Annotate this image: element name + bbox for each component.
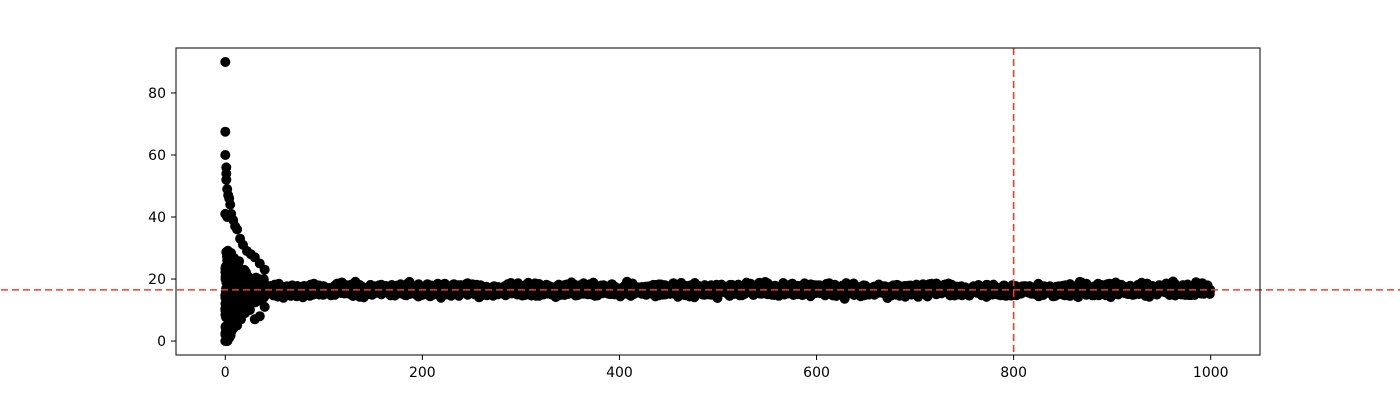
- reference-lines: [1, 48, 1400, 355]
- x-tick-label: 800: [1000, 365, 1027, 381]
- y-tick-label: 40: [148, 210, 166, 226]
- data-point: [244, 305, 255, 315]
- data-point: [225, 269, 236, 280]
- y-axis-ticks: 0 20 40 60 80: [148, 86, 176, 350]
- data-point: [232, 260, 242, 271]
- x-tick-label: 1000: [1193, 365, 1229, 381]
- data-point: [1070, 281, 1081, 292]
- data-point: [1135, 281, 1146, 292]
- y-tick-label: 0: [157, 334, 166, 350]
- data-point: [259, 301, 270, 312]
- data-point: [703, 283, 714, 294]
- data-point: [220, 57, 231, 67]
- data-point: [991, 286, 1002, 297]
- data-point: [221, 174, 232, 185]
- data-point: [268, 289, 279, 300]
- data-point: [240, 276, 251, 287]
- data-point: [872, 284, 883, 295]
- data-point: [500, 290, 511, 301]
- data-point: [971, 284, 982, 295]
- data-point: [303, 283, 314, 294]
- x-axis-ticks: 0 200 400 600 800 1000: [221, 355, 1229, 381]
- data-point: [527, 286, 538, 297]
- data-point: [254, 311, 265, 322]
- data-point: [516, 282, 527, 293]
- data-point: [241, 267, 251, 278]
- data-point: [1062, 283, 1072, 294]
- data-point: [244, 296, 255, 307]
- data-point: [232, 224, 243, 235]
- y-tick-label: 80: [148, 86, 166, 102]
- data-point: [570, 281, 581, 292]
- data-point: [1104, 286, 1114, 297]
- data-point: [327, 286, 338, 297]
- data-point: [474, 292, 485, 303]
- data-point: [1018, 283, 1029, 294]
- data-point: [390, 287, 401, 298]
- data-point: [712, 293, 723, 303]
- plot-frame: [175, 47, 1261, 356]
- data-point: [1081, 278, 1092, 289]
- data-point: [748, 283, 758, 294]
- data-point: [220, 291, 231, 302]
- data-point: [930, 283, 941, 294]
- y-tick-label: 60: [148, 148, 166, 164]
- data-point: [651, 282, 662, 293]
- x-tick-label: 200: [409, 365, 436, 381]
- data-point: [416, 288, 427, 299]
- data-point: [259, 264, 270, 275]
- data-point: [229, 253, 240, 263]
- data-point: [815, 285, 826, 296]
- data-point: [546, 286, 557, 297]
- data-point: [733, 279, 744, 290]
- data-point: [231, 300, 242, 311]
- data-point: [852, 285, 863, 296]
- data-point: [284, 287, 295, 298]
- data-point: [826, 281, 837, 292]
- x-tick-label: 600: [803, 365, 830, 381]
- data-point: [220, 150, 231, 160]
- data-point: [220, 126, 231, 137]
- data-point: [734, 289, 745, 300]
- data-point: [229, 289, 240, 300]
- data-point: [1081, 289, 1092, 300]
- x-tick-label: 0: [221, 365, 230, 381]
- data-points: [220, 57, 1216, 346]
- data-point: [1092, 283, 1103, 294]
- data-point: [1053, 287, 1063, 298]
- data-point: [459, 286, 470, 297]
- y-tick-label: 20: [148, 272, 166, 288]
- data-point: [631, 286, 642, 297]
- data-point: [608, 281, 619, 291]
- data-point: [225, 199, 236, 210]
- data-point: [716, 279, 727, 290]
- data-point: [254, 274, 265, 285]
- data-point: [334, 278, 345, 289]
- data-point: [618, 288, 629, 299]
- data-point: [954, 285, 965, 296]
- data-point: [773, 284, 784, 295]
- data-point: [373, 280, 384, 291]
- data-point: [762, 289, 773, 300]
- data-point: [897, 286, 908, 297]
- x-tick-label: 400: [606, 365, 633, 381]
- data-point: [1128, 286, 1139, 297]
- data-point: [554, 288, 565, 299]
- data-point: [1155, 281, 1165, 292]
- data-point: [1144, 291, 1155, 302]
- data-point: [684, 287, 695, 298]
- data-point: [338, 286, 348, 297]
